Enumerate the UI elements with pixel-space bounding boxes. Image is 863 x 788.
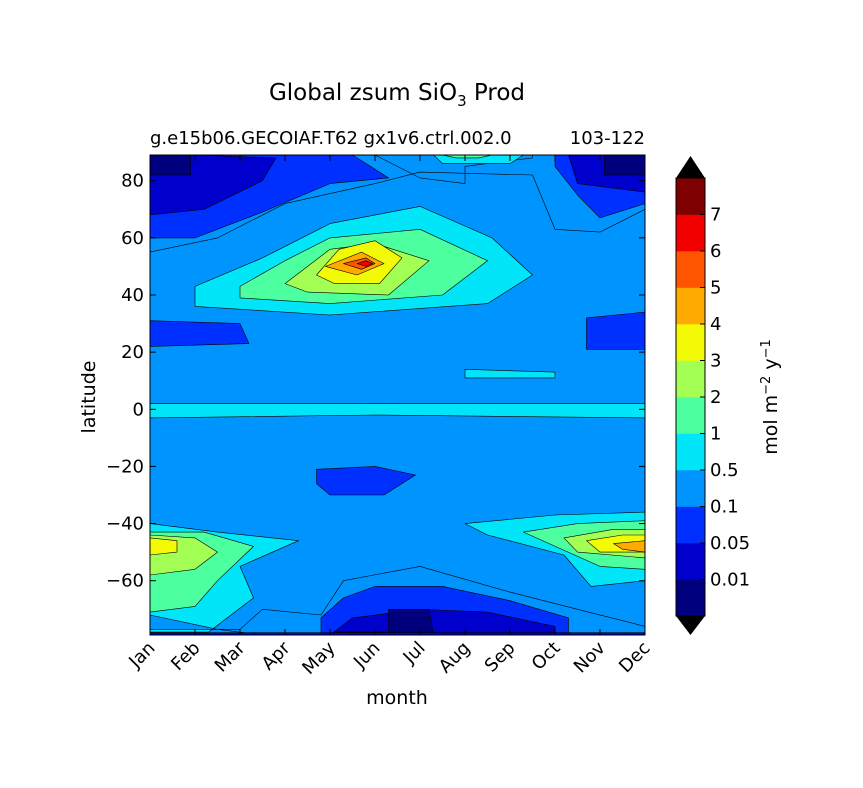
chart-subtitle-right: 103-122	[570, 128, 645, 149]
contour-region	[150, 320, 250, 347]
contour-region	[604, 155, 645, 176]
colorbar-segment	[676, 251, 705, 288]
y-tick-label: 40	[121, 285, 144, 306]
plot-frame	[149, 154, 646, 636]
contour-regions	[150, 155, 645, 635]
colorbar-tick-label: 6	[710, 241, 721, 262]
contour-region	[613, 540, 645, 553]
colorbar-tick-label: 1	[710, 424, 721, 445]
y-tick-label: −20	[106, 456, 144, 477]
contour-region	[150, 632, 645, 635]
x-tick-label: Jun	[349, 638, 384, 673]
x-tick-label: Jan	[124, 638, 159, 673]
colorbar-segment	[676, 360, 705, 398]
y-axis-label: latitude	[78, 361, 100, 434]
contour-region	[150, 403, 645, 419]
colorbar-tick-label: 0.01	[710, 570, 750, 591]
y-tick-label: −60	[106, 571, 144, 592]
contour-region	[442, 155, 493, 159]
chart-subtitle-left: g.e15b06.GECOIAF.T62 gx1v6.ctrl.002.0	[150, 128, 512, 149]
x-tick-label: Sep	[481, 638, 520, 677]
colorbar-segment	[676, 506, 705, 544]
colorbar-tick-label: 3	[710, 351, 721, 372]
y-tick-label: 20	[121, 342, 144, 363]
colorbar-tick-label: 5	[710, 278, 721, 299]
contour-region	[150, 537, 178, 556]
colorbar-under-extension	[676, 616, 705, 635]
x-tick-label: Dec	[615, 638, 654, 677]
contour-field	[150, 155, 645, 635]
colorbar-tick-label: 2	[710, 387, 721, 408]
colorbar-segment	[676, 397, 705, 434]
colorbar-segment	[676, 287, 705, 325]
colorbar-segment	[676, 470, 705, 507]
y-tick-label: 60	[121, 228, 144, 249]
contour-region	[329, 608, 556, 635]
colorbar-segment	[676, 178, 705, 215]
colorbar-segment	[676, 579, 705, 617]
contour-region	[316, 466, 416, 496]
colorbar-tick-label: 4	[710, 314, 721, 335]
colorbar-label: mol m−2 y−1	[759, 339, 782, 455]
colorbar-segment	[676, 543, 705, 580]
colorbar-tick-label: 0.1	[710, 497, 739, 518]
contour-region	[586, 311, 645, 350]
colorbar: 0.01 0.05 0.1 0.5 1 2 3 4 5 6 7	[675, 156, 750, 635]
colorbar-segment	[676, 324, 705, 361]
contour-region	[334, 608, 434, 635]
colorbar-tick-label: 0.05	[710, 533, 750, 554]
y-axis: 80 60 40 20 0 −20 −40 −60	[106, 171, 645, 592]
colorbar-segment	[676, 214, 705, 252]
contour-region	[356, 260, 374, 267]
x-tick-label: Apr	[258, 637, 295, 674]
x-tick-label: Mar	[211, 637, 250, 676]
colorbar-over-extension	[676, 156, 705, 178]
x-tick-label: Jul	[399, 638, 430, 669]
colorbar-segment	[676, 433, 705, 471]
colorbar-tick-label: 0.5	[710, 460, 739, 481]
contour-region	[464, 368, 556, 379]
x-tick-label: Nov	[570, 637, 610, 677]
x-tick-label: May	[298, 637, 339, 678]
x-axis-label: month	[366, 687, 428, 709]
x-tick-label: Oct	[528, 638, 565, 675]
y-tick-label: 80	[121, 171, 144, 192]
chart-title: Global zsum SiO3 Prod	[269, 80, 525, 110]
x-tick-label: Aug	[435, 638, 475, 678]
x-tick-label: Feb	[167, 638, 204, 675]
colorbar-tick-label: 7	[710, 205, 721, 226]
contour-region	[150, 155, 191, 176]
y-tick-label: −40	[106, 514, 144, 535]
y-tick-label: 0	[133, 399, 144, 420]
